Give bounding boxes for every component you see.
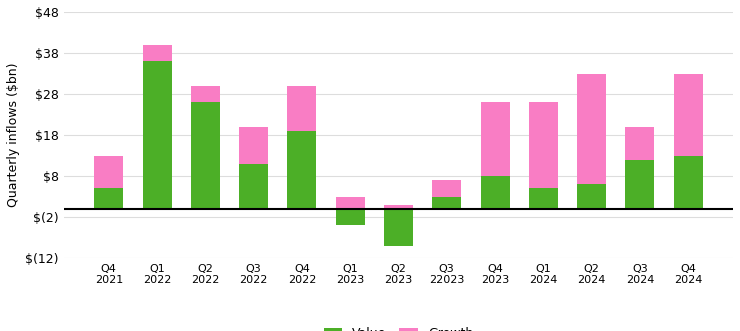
Bar	[673, 73, 703, 156]
Legend: Value, Growth: Value, Growth	[319, 322, 478, 331]
Bar	[143, 45, 172, 61]
Bar	[143, 61, 172, 209]
Bar	[336, 197, 365, 209]
Y-axis label: Quarterly inflows ($bn): Quarterly inflows ($bn)	[7, 63, 20, 207]
Bar	[529, 188, 558, 209]
Bar	[94, 188, 124, 209]
Bar	[94, 156, 124, 188]
Bar	[191, 102, 220, 209]
Bar	[480, 102, 510, 176]
Bar	[625, 160, 654, 209]
Bar	[480, 176, 510, 209]
Bar	[625, 127, 654, 160]
Bar	[529, 102, 558, 188]
Bar	[577, 73, 606, 184]
Bar	[336, 209, 365, 225]
Bar	[239, 164, 268, 209]
Bar	[191, 86, 220, 102]
Bar	[287, 86, 317, 131]
Bar	[432, 197, 461, 209]
Bar	[577, 184, 606, 209]
Bar	[384, 209, 413, 246]
Bar	[384, 205, 413, 209]
Bar	[239, 127, 268, 164]
Bar	[432, 180, 461, 197]
Bar	[673, 156, 703, 209]
Bar	[287, 131, 317, 209]
